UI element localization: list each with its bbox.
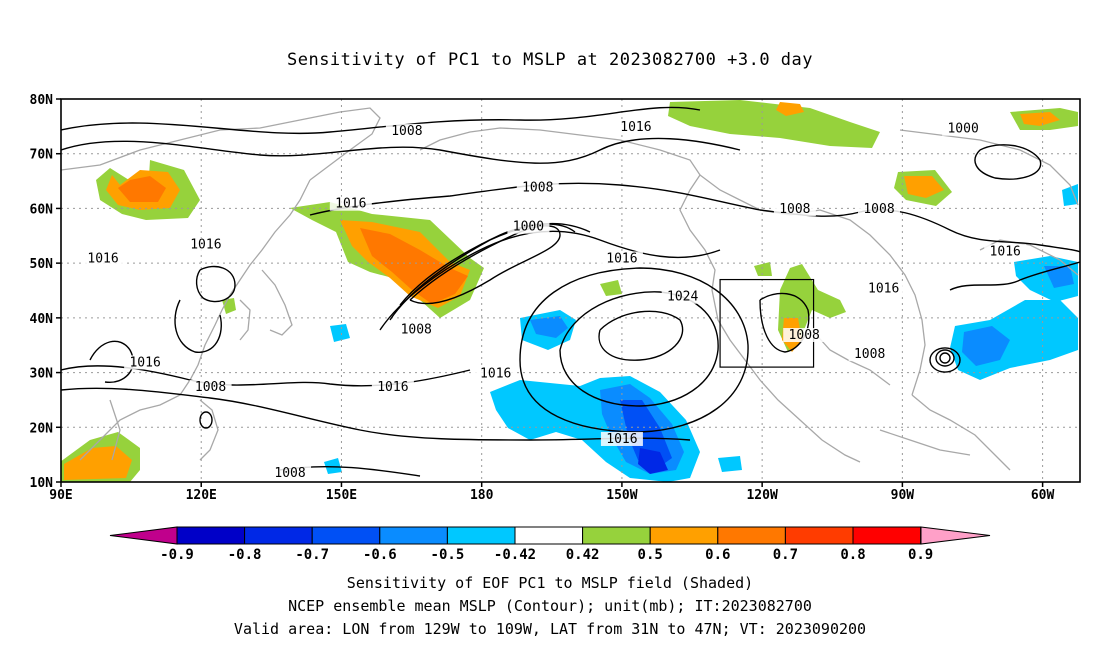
contour-label: 1016 bbox=[620, 120, 651, 135]
colorbar-bin bbox=[582, 526, 651, 545]
lon-tick-label: 90W bbox=[891, 488, 915, 503]
contour-label: 1016 bbox=[480, 366, 511, 381]
contour-label: 1016 bbox=[190, 238, 221, 253]
contour-label: 1016 bbox=[87, 251, 118, 266]
colorbar-bin bbox=[514, 526, 584, 545]
colorbar-label: -0.5 bbox=[431, 547, 465, 563]
map-title: Sensitivity of PC1 to MSLP at 2023082700… bbox=[286, 50, 813, 70]
contour-label: 1016 bbox=[868, 282, 899, 297]
colorbar: -0.9 -0.8 -0.7 -0.6 -0.5 -0.42 0.42 0.5 0.6 0.7 0.… bbox=[109, 526, 991, 563]
contour-label: 1016 bbox=[990, 244, 1021, 259]
colorbar-bin bbox=[244, 526, 313, 545]
contour-label: 1008 bbox=[789, 328, 820, 343]
contour-label: 1016 bbox=[377, 380, 408, 395]
contour-label: 1016 bbox=[335, 197, 366, 212]
colorbar-bin bbox=[649, 526, 719, 545]
colorbar-label: 0.8 bbox=[840, 547, 865, 563]
colorbar-label: 0.6 bbox=[705, 547, 730, 563]
lon-tick-label: 150W bbox=[606, 488, 637, 503]
colorbar-bin bbox=[311, 526, 381, 545]
footer-line-3: Valid area: LON from 129W to 109W, LAT f… bbox=[233, 620, 867, 638]
contour-label: 1008 bbox=[863, 202, 894, 217]
colorbar-low-extend bbox=[109, 526, 178, 545]
lat-tick-label: 50N bbox=[30, 257, 54, 272]
contour-label: 1008 bbox=[522, 180, 553, 195]
valid-area-box bbox=[719, 278, 815, 368]
lon-tick-label: 60W bbox=[1031, 488, 1055, 503]
lat-tick-label: 30N bbox=[30, 367, 54, 382]
sensitivity-shading bbox=[61, 100, 1078, 482]
colorbar-label: 0.5 bbox=[638, 547, 663, 563]
lon-tick-label: 120W bbox=[746, 488, 777, 503]
colorbar-bin bbox=[717, 526, 786, 545]
contour-label: 1000 bbox=[513, 220, 544, 235]
lat-tick-label: 10N bbox=[30, 476, 54, 491]
contour-label: 1000 bbox=[947, 122, 978, 137]
colorbar-bin bbox=[784, 526, 854, 545]
contour-label: 1008 bbox=[274, 466, 305, 481]
contour-label: 1008 bbox=[401, 323, 432, 338]
lat-tick-label: 40N bbox=[30, 312, 54, 327]
lat-tick-label: 60N bbox=[30, 202, 54, 217]
colorbar-bin bbox=[379, 526, 448, 545]
lon-tick-label: 120E bbox=[186, 488, 217, 503]
lat-tick-label: 20N bbox=[30, 421, 54, 436]
footer-line-2: NCEP ensemble mean MSLP (Contour); unit(… bbox=[288, 597, 812, 615]
colorbar-label: 0.42 bbox=[566, 547, 600, 563]
colorbar-label: -0.8 bbox=[228, 547, 262, 563]
colorbar-bin bbox=[852, 526, 922, 545]
lon-tick-label: 180 bbox=[470, 488, 494, 503]
lat-tick-label: 70N bbox=[30, 148, 54, 163]
footer-line-1: Sensitivity of EOF PC1 to MSLP field (Sh… bbox=[346, 574, 754, 592]
contour-label: 1008 bbox=[779, 202, 810, 217]
contour-label: 1016 bbox=[129, 355, 160, 370]
colorbar-label: -0.6 bbox=[363, 547, 397, 563]
lat-tick-label: 80N bbox=[30, 93, 54, 108]
valid-area-rect bbox=[719, 278, 815, 368]
lon-tick-label: 150E bbox=[326, 488, 357, 503]
colorbar-label: 0.9 bbox=[908, 547, 933, 563]
contour-label: 1024 bbox=[667, 290, 698, 305]
colorbar-bin bbox=[446, 526, 516, 545]
grid-lines bbox=[61, 99, 1080, 482]
colorbar-high-extend bbox=[920, 526, 991, 545]
contour-label: 1016 bbox=[606, 251, 637, 266]
colorbar-bin bbox=[176, 526, 246, 545]
contour-label: 1016 bbox=[606, 432, 637, 447]
colorbar-label: 0.7 bbox=[773, 547, 798, 563]
colorbar-label: -0.7 bbox=[295, 547, 329, 563]
contour-labels: 1008 1016 1000 1008 1008 1008 1016 1000 1016 1016… bbox=[82, 120, 1027, 481]
map-frame bbox=[60, 98, 1081, 483]
colorbar-label: -0.42 bbox=[494, 547, 536, 563]
contour-label: 1008 bbox=[854, 347, 885, 362]
contour-label: 1008 bbox=[195, 380, 226, 395]
contour-label: 1008 bbox=[391, 124, 422, 139]
coastlines bbox=[61, 107, 1079, 471]
lon-tick-label: 90E bbox=[49, 488, 72, 503]
colorbar-label: -0.9 bbox=[160, 547, 194, 563]
